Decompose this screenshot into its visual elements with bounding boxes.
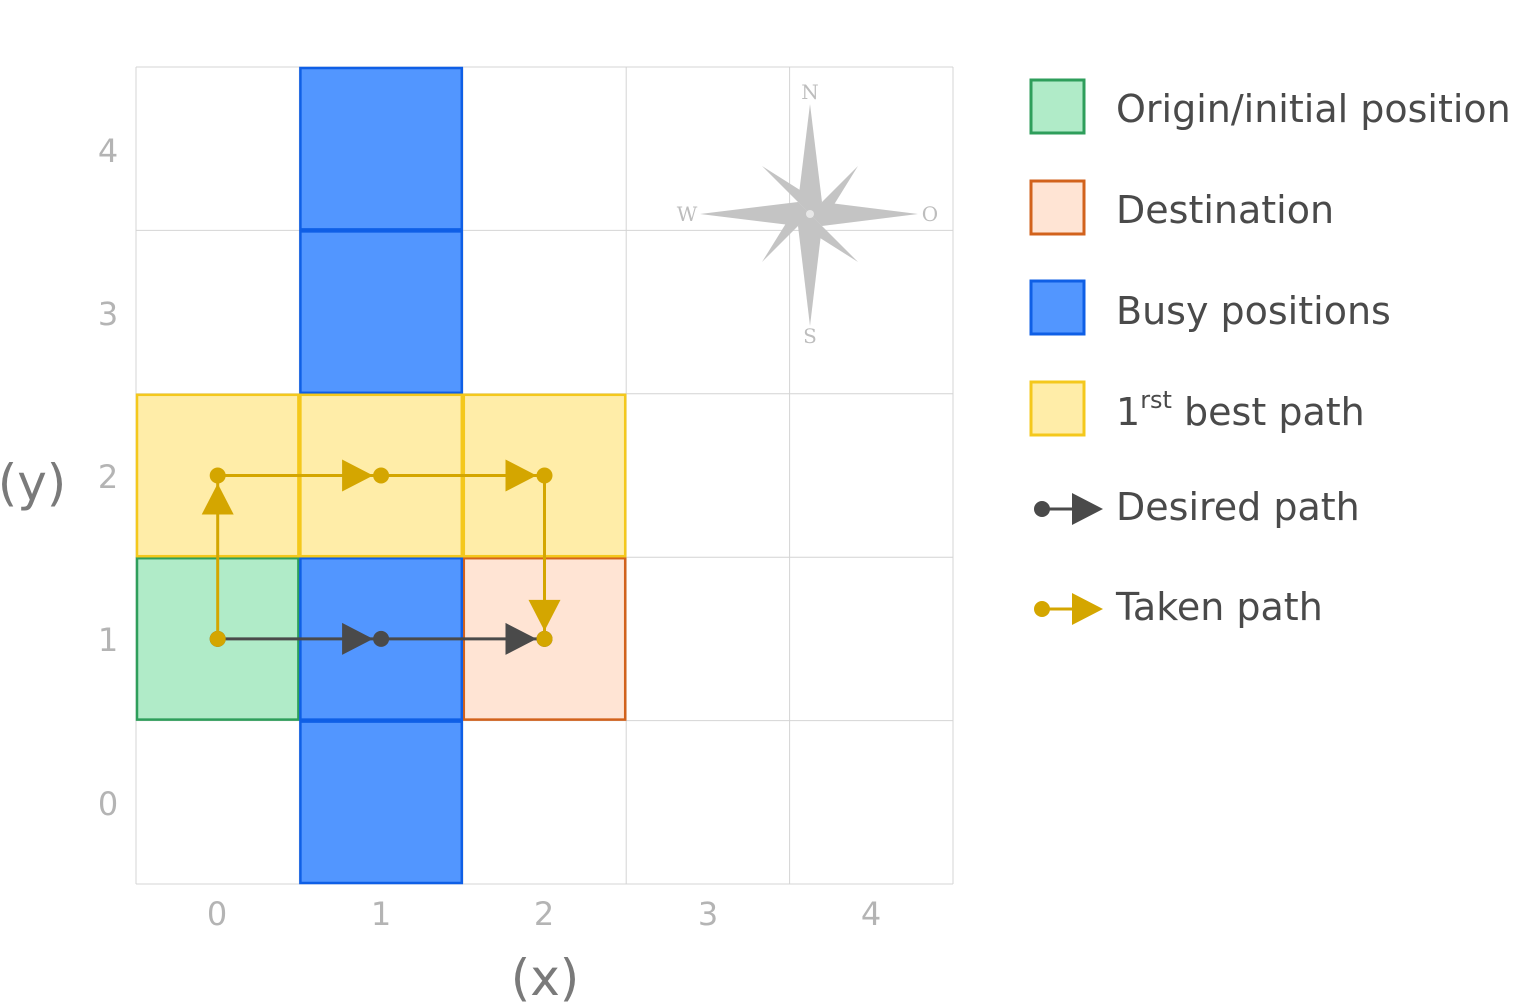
compass-west-label: W: [677, 202, 698, 226]
compass-east-label: O: [922, 202, 938, 226]
legend-swatch-destination: [1029, 179, 1086, 236]
legend-item-destination: Destination: [1029, 179, 1334, 236]
legend-label-busy: Busy positions: [1116, 289, 1391, 333]
y-axis-ticks: 0 1 2 3 4: [98, 132, 118, 823]
legend-item-best-path: 1rst best path: [1029, 380, 1365, 437]
x-tick: 3: [698, 895, 718, 933]
taken-path: [201, 459, 561, 647]
y-axis-label: (y): [0, 454, 66, 512]
legend-item-taken: Taken path: [1034, 585, 1323, 629]
taken-path-node: [209, 467, 226, 484]
legend-swatch-origin: [1029, 78, 1086, 135]
busy-cell: [299, 230, 464, 395]
x-tick: 2: [534, 895, 554, 933]
x-axis-label: (x): [511, 949, 580, 1004]
legend-swatch-best-path: [1029, 380, 1086, 437]
legend: Origin/initial position Destination Busy…: [1029, 78, 1511, 629]
taken-path-arrow-icon: [1034, 593, 1103, 625]
busy-cell: [299, 720, 464, 885]
y-tick: 4: [98, 132, 118, 170]
y-tick: 1: [98, 621, 118, 659]
legend-label-best-path: 1rst best path: [1116, 386, 1365, 434]
legend-item-desired: Desired path: [1034, 485, 1360, 529]
desired-path-node: [373, 630, 390, 647]
x-tick: 0: [207, 895, 227, 933]
x-tick: 4: [861, 895, 881, 933]
x-axis-ticks: 0 1 2 3 4: [207, 895, 881, 933]
x-tick: 1: [371, 895, 391, 933]
y-tick: 2: [98, 458, 118, 496]
desired-path-arrowhead: [505, 622, 537, 655]
legend-item-origin: Origin/initial position: [1029, 78, 1511, 135]
y-tick: 0: [98, 785, 118, 823]
legend-swatch-busy: [1029, 279, 1086, 336]
taken-path-arrowhead: [201, 483, 234, 515]
taken-path-arrowhead: [342, 459, 374, 492]
y-tick: 3: [98, 295, 118, 333]
busy-cell: [299, 66, 464, 231]
taken-path-node: [536, 467, 553, 484]
legend-label-origin: Origin/initial position: [1116, 87, 1511, 131]
legend-item-busy: Busy positions: [1029, 279, 1391, 336]
taken-path-node: [373, 467, 390, 484]
paths-layer: [201, 459, 561, 655]
taken-path-node: [536, 630, 553, 647]
taken-path-arrowhead: [505, 459, 537, 492]
desired-path-arrow-icon: [1034, 493, 1103, 525]
taken-path-arrowhead: [528, 599, 561, 631]
legend-label-destination: Destination: [1116, 188, 1334, 232]
compass-rose-icon: N S W O: [677, 80, 938, 348]
compass-south-label: S: [803, 324, 817, 348]
taken-path-node: [209, 630, 226, 647]
legend-label-desired: Desired path: [1116, 485, 1360, 529]
desired-path-arrowhead: [342, 622, 374, 655]
compass-north-label: N: [801, 80, 819, 104]
legend-label-taken: Taken path: [1115, 585, 1323, 629]
